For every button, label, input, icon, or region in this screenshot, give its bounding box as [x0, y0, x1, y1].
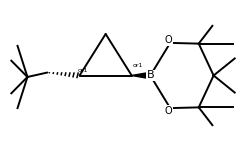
Polygon shape	[131, 72, 150, 79]
Text: or1: or1	[78, 68, 88, 73]
Text: O: O	[164, 35, 171, 45]
Text: B: B	[146, 71, 154, 80]
Text: O: O	[164, 106, 171, 116]
Text: or1: or1	[132, 63, 142, 68]
